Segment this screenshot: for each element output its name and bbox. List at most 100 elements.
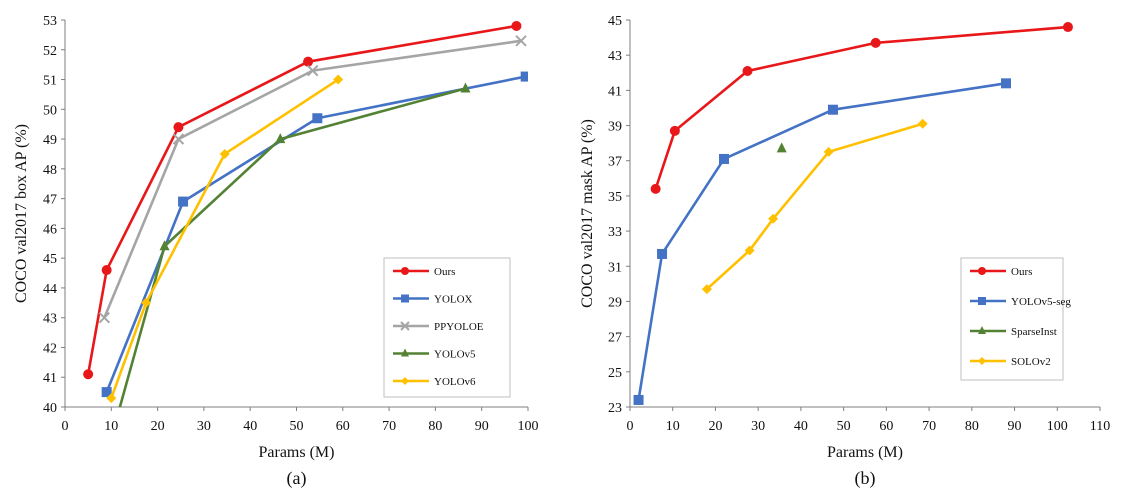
data-point-sparseinst [776,142,787,153]
y-tick-label: 52 [43,44,57,59]
data-point-ppyoloe-stroke [515,35,527,47]
series-ppyoloe [98,35,527,324]
y-tick-label: 45 [43,252,57,267]
data-point-solov2 [768,213,779,224]
data-point-ppyoloe [306,64,319,77]
series-line-yolov6 [110,78,339,399]
series-yolov5-seg [633,78,1011,405]
x-tick-label: 10 [666,419,680,434]
data-point-ours [669,125,680,136]
plot-area [83,20,528,407]
y-tick-label: 29 [608,295,622,310]
legend-marker-ppyoloe-stroke [400,321,410,331]
y-tick-label: 46 [43,222,57,237]
series-yolov6 [106,74,344,404]
legend-label-ours: Ours [434,266,455,278]
y-axis-title: COCO val2017 box AP (%) [13,124,30,303]
legend-marker-solov2 [978,357,986,365]
data-point-yolov5-seg [657,248,668,259]
x-tick-label: 80 [428,419,442,434]
y-tick-label: 31 [608,260,622,275]
x-tick-label: 30 [751,419,765,434]
legend-marker-yolox [401,294,409,303]
data-point-ours [83,369,94,380]
legend-box [383,257,511,398]
y-tick-label: 43 [43,312,57,327]
x-tick-label: 30 [197,419,211,434]
data-point-ours [511,20,522,31]
x-tick-label: 80 [965,419,979,434]
series-ours [83,20,522,380]
data-point-yolov5 [275,133,286,144]
y-tick-label: 43 [608,49,622,64]
y-tick-label: 41 [608,84,622,99]
x-tick-label: 90 [475,419,489,434]
y-tick-label: 44 [43,282,57,297]
y-tick-label: 40 [43,401,57,416]
data-point-ppyoloe [172,133,185,145]
y-tick-label: 47 [43,193,57,208]
legend-label-ppyoloe: PPYOLOE [434,321,484,333]
chart-b: 23 25 27 29 31 33 35 37 39 41 43 45 0 10 20 30 40 50 60 70 8… [579,14,1110,489]
data-point-solov2 [744,245,755,256]
data-point-yolox [520,71,528,82]
legend: Ours YOLOv5-seg SparseInst SOLOv2 [960,257,1071,381]
data-point-yolov5 [118,406,119,407]
legend-marker-yolov6 [401,377,409,385]
plot-area [633,22,1073,405]
legend-label-solov2: SOLOv2 [1011,356,1051,368]
legend-marker-sparseinst [978,326,986,334]
x-tick-label: 100 [1047,419,1068,434]
series-ours [650,22,1073,194]
y-tick-label: 50 [43,103,57,118]
y-axis-title: COCO val2017 mask AP (%) [579,119,596,308]
subfigure-label: (b) [855,468,876,489]
data-point-ours [173,122,184,133]
y-tick-label: 48 [43,163,57,178]
series-line-yolox [105,75,526,393]
data-point-ours [303,56,314,67]
legend-marker-ours [978,267,986,275]
data-point-yolov6 [219,148,230,159]
x-tick-label: 60 [879,419,893,434]
data-point-ppyoloe-stroke [306,64,319,77]
series-yolox [101,71,528,398]
data-point-ours [870,37,881,48]
legend-marker-ppyoloe [400,321,410,331]
subfigure-label: (a) [287,468,307,489]
legend-box [960,257,1064,381]
data-point-ours [101,265,112,276]
data-point-yolox [101,387,112,398]
data-point-yolov5-seg [827,104,838,115]
y-tick-label: 45 [608,14,622,29]
x-tick-label: 0 [627,419,634,434]
y-tick-label: 37 [608,155,622,170]
y-tick-label: 35 [608,190,622,205]
data-point-solov2 [823,146,834,157]
data-point-ppyoloe-stroke [172,133,185,145]
y-tick-label: 25 [608,366,622,381]
y-tick-label: 49 [43,133,57,148]
data-point-ppyoloe [98,311,111,324]
data-point-yolov6 [333,74,344,85]
x-tick-label: 20 [151,419,165,434]
y-tick-label: 53 [43,14,57,29]
data-point-solov2 [701,284,712,295]
chart-a: 40 41 42 43 44 45 46 47 48 49 50 51 52 53 0 10 20 30 40 50 6… [13,14,539,489]
y-tick-label: 51 [43,74,57,89]
data-point-ours [650,183,661,194]
series-line-yolov5-seg [637,82,1007,401]
x-tick-label: 100 [518,419,539,434]
data-point-yolox [178,196,189,207]
legend-label-ours: Ours [1011,266,1032,278]
x-tick-label: 70 [382,419,396,434]
series-line-solov2 [706,122,924,291]
x-axis-title: Params (M) [259,444,335,461]
x-tick-label: 60 [336,419,350,434]
x-tick-label: 50 [290,419,304,434]
series-solov2 [701,118,928,295]
y-tick-label: 42 [43,341,57,356]
x-tick-label: 40 [243,419,257,434]
series-line-ours [654,25,1069,190]
